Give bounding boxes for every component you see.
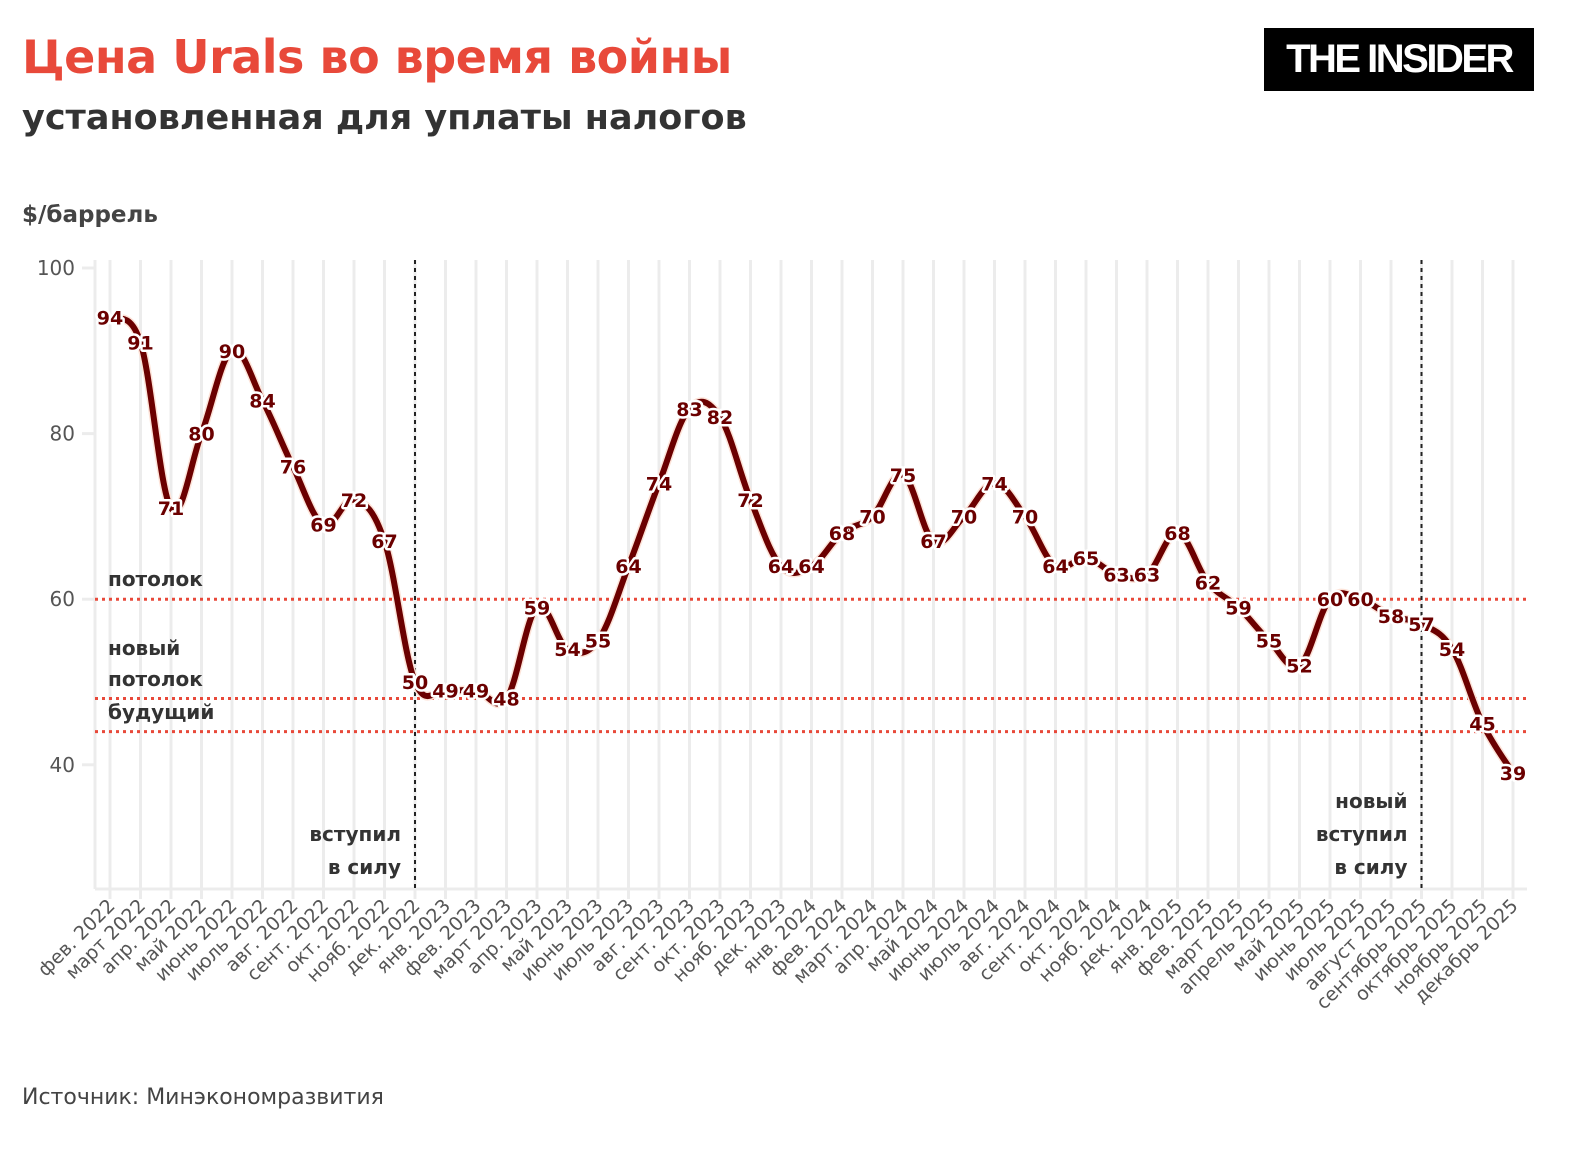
data-label: 83 — [676, 399, 702, 421]
data-label: 49 — [463, 680, 489, 702]
data-label: 63 — [1103, 564, 1129, 586]
data-label: 68 — [1164, 523, 1190, 545]
data-label: 67 — [371, 531, 397, 553]
chart-title: Цена Urals во время войны — [22, 30, 732, 84]
y-axis-label: $/баррель — [22, 202, 158, 228]
data-label: 82 — [707, 407, 733, 429]
data-label: 70 — [951, 506, 977, 528]
chart-subtitle: установленная для уплаты налогов — [22, 98, 747, 138]
data-label: 62 — [1195, 573, 1221, 595]
data-label: 72 — [737, 490, 763, 512]
policy-marker-label: вступил — [309, 822, 401, 846]
data-label: 60 — [1317, 589, 1343, 611]
data-label: 70 — [1012, 506, 1038, 528]
data-label: 58 — [1378, 606, 1404, 628]
data-label: 91 — [127, 333, 153, 355]
reference-line-label: потолок — [108, 667, 203, 691]
data-label: 90 — [219, 341, 245, 363]
policy-marker-label: в силу — [1334, 855, 1407, 879]
data-label: 68 — [829, 523, 855, 545]
data-label: 84 — [249, 390, 275, 412]
data-label: 59 — [1225, 597, 1251, 619]
series-line — [108, 314, 1516, 775]
reference-line-label: будущий — [108, 700, 214, 724]
data-label: 80 — [188, 424, 214, 446]
data-label: 69 — [310, 515, 336, 537]
data-label: 49 — [432, 680, 458, 702]
data-label: 39 — [1500, 763, 1526, 785]
data-label: 45 — [1469, 713, 1495, 735]
data-label: 48 — [493, 689, 519, 711]
y-tick-label: 40 — [50, 753, 75, 777]
data-label: 54 — [554, 639, 580, 661]
reference-line-label: потолок — [108, 567, 203, 591]
data-label: 64 — [615, 556, 641, 578]
data-label: 76 — [280, 457, 306, 479]
policy-marker-label: в силу — [328, 855, 401, 879]
data-label: 60 — [1347, 589, 1373, 611]
data-label: 74 — [646, 473, 672, 495]
data-label: 64 — [798, 556, 824, 578]
data-label: 70 — [859, 506, 885, 528]
data-label: 54 — [1439, 639, 1465, 661]
data-label: 64 — [1042, 556, 1068, 578]
y-tick-label: 60 — [50, 587, 75, 611]
data-label: 63 — [1134, 564, 1160, 586]
data-label: 71 — [158, 498, 184, 520]
policy-marker-label: вступил — [1316, 822, 1408, 846]
source-note: Источник: Минэкономразвития — [22, 1085, 384, 1110]
data-label: 72 — [341, 490, 367, 512]
data-label: 67 — [920, 531, 946, 553]
brand-logo: THE INSIDER — [1264, 28, 1534, 91]
y-tick-label: 80 — [50, 422, 75, 446]
data-label: 55 — [585, 631, 611, 653]
data-label: 75 — [890, 465, 916, 487]
data-label: 94 — [97, 308, 123, 330]
data-label: 65 — [1073, 548, 1099, 570]
data-label: 59 — [524, 597, 550, 619]
reference-line-label: новый — [108, 636, 180, 660]
data-label: 50 — [402, 672, 428, 694]
data-label: 52 — [1286, 655, 1312, 677]
data-label: 74 — [981, 473, 1007, 495]
data-label: 57 — [1408, 614, 1434, 636]
policy-marker-label: новый — [1335, 789, 1407, 813]
data-label: 55 — [1256, 631, 1282, 653]
y-tick-label: 100 — [37, 256, 75, 280]
data-label: 64 — [768, 556, 794, 578]
